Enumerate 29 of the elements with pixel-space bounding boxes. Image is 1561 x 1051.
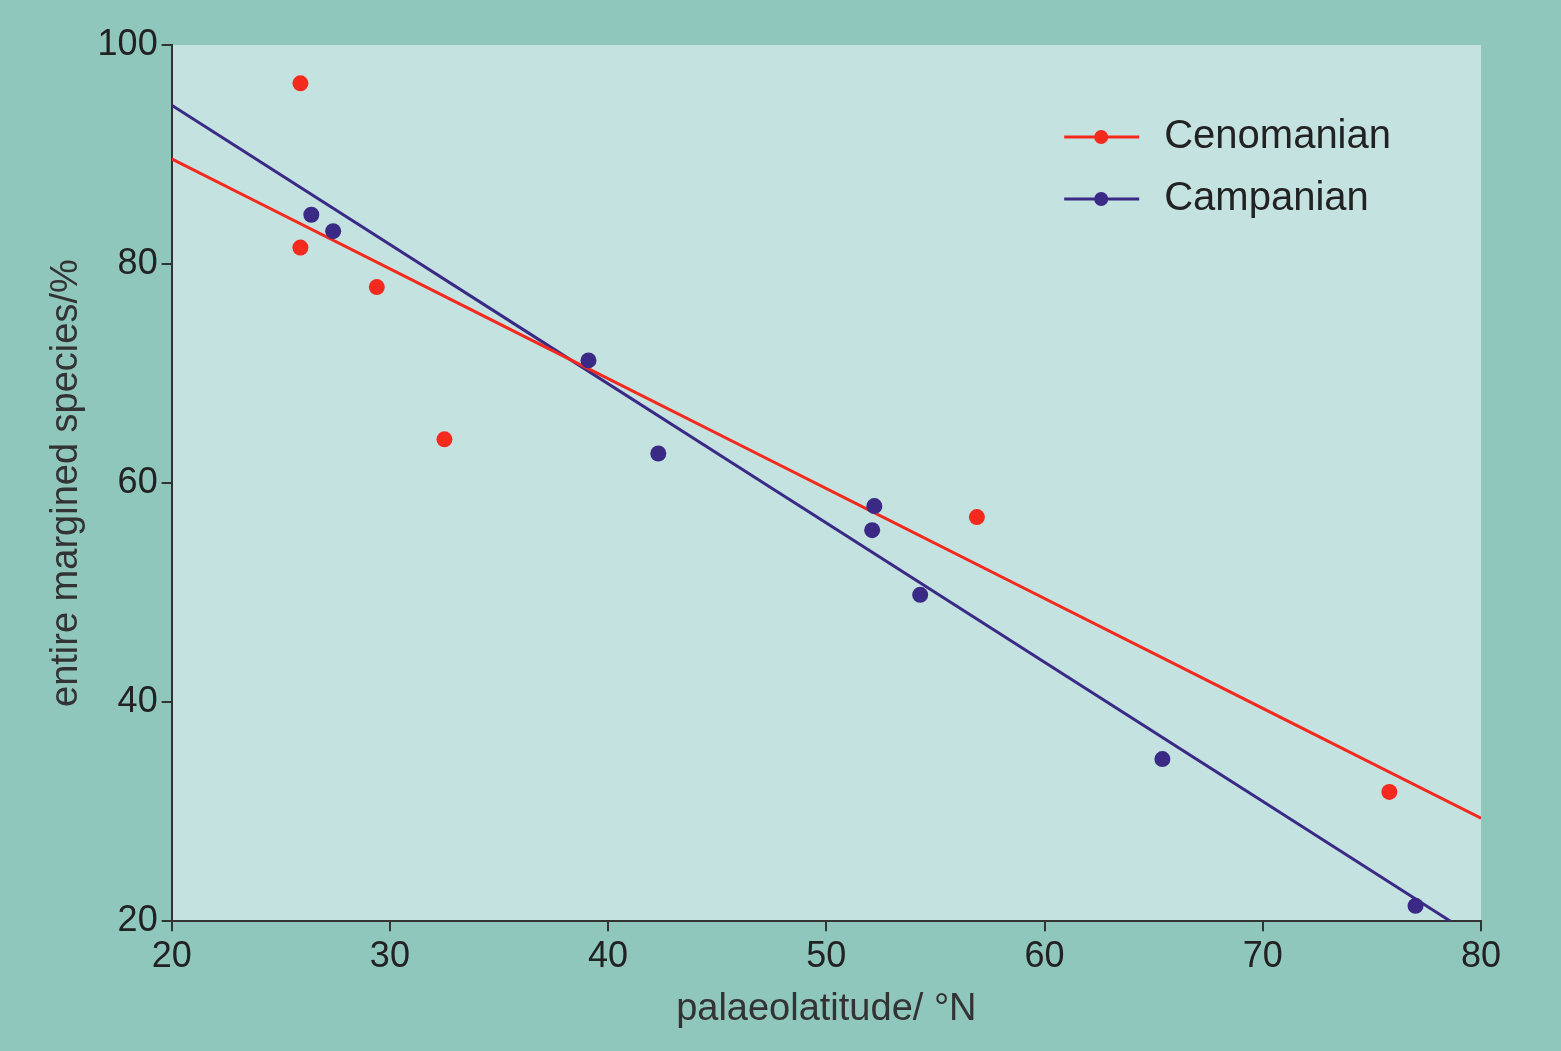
point <box>968 509 985 526</box>
point <box>1407 897 1424 914</box>
point <box>1381 783 1398 800</box>
y-tick-label: 40 <box>117 679 158 721</box>
point <box>325 223 342 240</box>
y-axis-title: entire margined species/% <box>43 259 86 707</box>
point <box>436 431 453 448</box>
x-tick-label: 40 <box>588 933 629 975</box>
y-tick-label: 100 <box>97 21 158 63</box>
point <box>864 522 881 539</box>
legend-label: Cenomanian <box>1164 112 1392 157</box>
point <box>292 239 309 256</box>
y-tick-label: 80 <box>117 240 158 282</box>
x-tick-label: 50 <box>806 933 847 975</box>
x-tick-label: 70 <box>1242 933 1283 975</box>
point <box>368 279 385 296</box>
point <box>866 498 883 515</box>
point <box>580 352 597 369</box>
point <box>303 206 320 223</box>
x-tick-label: 30 <box>369 933 410 975</box>
point <box>650 445 667 462</box>
legend-label: Campanian <box>1164 174 1369 219</box>
x-axis-title: palaeolatitude/ °N <box>676 985 977 1028</box>
point <box>912 586 929 603</box>
point <box>292 75 309 92</box>
x-tick-label: 80 <box>1460 933 1502 975</box>
point <box>1154 751 1171 768</box>
x-tick-label: 60 <box>1024 933 1065 975</box>
y-tick-label: 60 <box>117 460 158 502</box>
